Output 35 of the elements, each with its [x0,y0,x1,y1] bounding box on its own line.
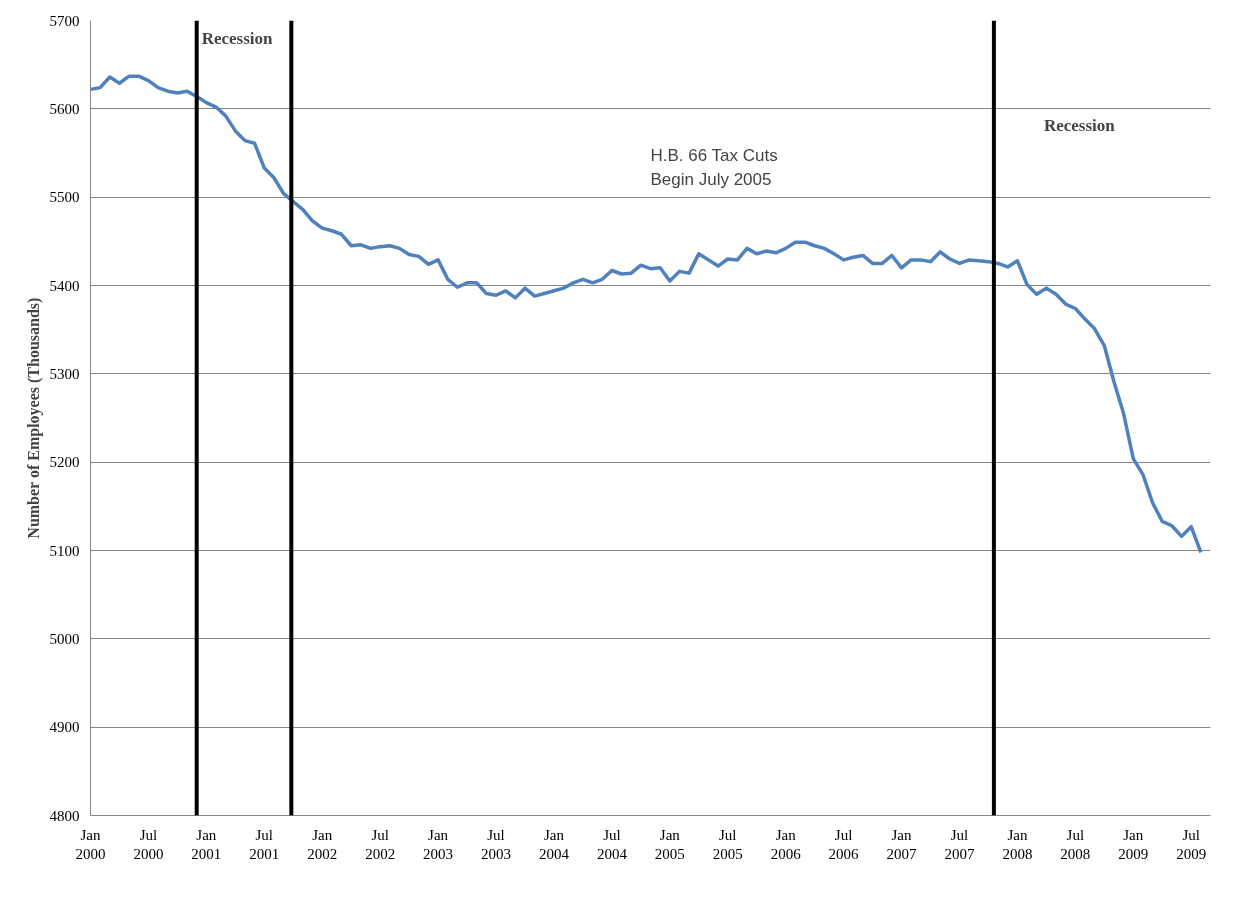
x-tick-label: Jul 2009 [1176,826,1207,862]
ref-line-label: Recession [201,28,274,48]
x-tick-label: Jul 2005 [712,826,743,862]
y-tick-label: 5200 [49,454,80,471]
x-tick-label: Jan 2000 [75,826,106,862]
y-axis-title: Number of Employees (Thousands) [24,297,43,539]
x-tick-label: Jan 2008 [1002,826,1033,862]
x-tick-label: Jul 2004 [596,826,628,862]
annotation: H.B. 66 Tax Cuts Begin July 2005 [650,145,778,190]
y-tick-label: 5700 [49,12,80,29]
x-tick-label: Jan 2003 [423,826,454,862]
x-tick-label: Jan 2002 [307,826,338,862]
y-tick-label: 5000 [49,630,80,647]
x-tick-label: Jan 2005 [654,826,685,862]
x-tick-label: Jul 2008 [1060,826,1091,862]
x-tick-label: Jul 2003 [481,826,512,862]
y-tick-label: 5600 [49,100,80,117]
x-tick-label: Jul 2001 [249,826,280,862]
line-series [90,74,1203,555]
x-tick-label: Jan 2004 [538,826,570,862]
x-tick-label: Jul 2002 [365,826,396,862]
y-tick-label: 5300 [49,365,80,382]
y-tick-label: 5100 [49,542,80,559]
x-tick-label: Jul 2007 [944,826,975,862]
y-tick-label: 4800 [49,807,80,824]
x-tick-label: Jan 2007 [886,826,918,862]
y-tick-label: 4900 [49,719,80,736]
x-tick-label: Jan 2001 [191,826,222,862]
y-tick-label: 5500 [49,189,80,206]
y-tick-label: 5400 [49,277,80,294]
ref-line-label: Recession [1043,115,1116,135]
x-tick-label: Jul 2006 [828,826,860,862]
x-tick-label: Jul 2000 [133,826,164,862]
x-tick-label: Jan 2009 [1118,826,1149,862]
x-tick-label: Jan 2006 [770,826,802,862]
